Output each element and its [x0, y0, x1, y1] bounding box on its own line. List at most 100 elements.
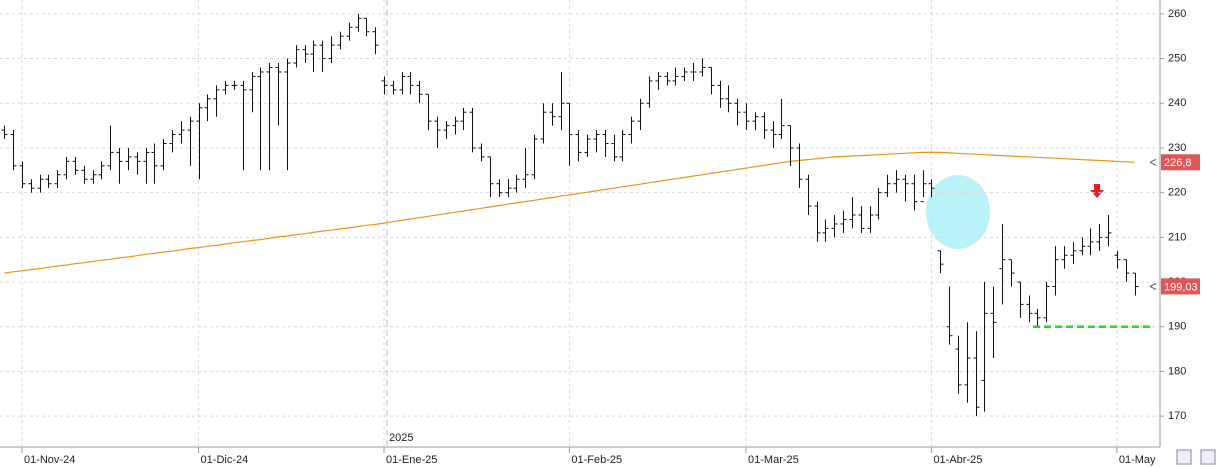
ohlc-bar	[1061, 246, 1068, 269]
ohlc-bar	[955, 335, 962, 394]
ohlc-bar	[540, 103, 547, 144]
ohlc-bar	[399, 71, 406, 95]
ohlc-bar	[513, 174, 520, 193]
ohlc-bar	[681, 67, 688, 81]
ohlc-bar	[116, 147, 123, 184]
y-tick-label: 180	[1168, 365, 1186, 377]
ohlc-bar	[37, 174, 44, 193]
price-pointer	[1149, 158, 1157, 166]
x-tick-label: 01-May	[1119, 454, 1156, 466]
ohlc-bar	[655, 71, 662, 90]
ohlc-bar	[107, 125, 114, 171]
ohlc-bar	[796, 143, 803, 189]
ohlc-bar	[761, 112, 768, 140]
ohlc-bar	[822, 219, 829, 242]
ohlc-bar	[19, 161, 26, 189]
ohlc-bar	[266, 63, 273, 171]
x-tick-label: 01-Mar-25	[748, 454, 799, 466]
ohlc-bar	[125, 147, 132, 171]
ohlc-bar	[390, 80, 397, 95]
x-tick-label: 01-Feb-25	[571, 454, 622, 466]
price-label-box	[1161, 278, 1200, 295]
ohlc-bar	[487, 156, 494, 198]
ohlc-bar	[867, 206, 874, 233]
y-tick-label: 250	[1168, 52, 1186, 64]
ohlc-bar	[849, 197, 856, 229]
ohlc-bar	[1132, 272, 1139, 296]
ohlc-bar	[434, 116, 441, 148]
ohlc-bar	[363, 17, 370, 37]
ohlc-bar	[143, 147, 150, 184]
ohlc-bar	[637, 98, 644, 131]
ohlc-bar	[858, 206, 865, 233]
ohlc-bar	[1052, 246, 1059, 296]
ohlc-bar	[840, 210, 847, 233]
ohlc-bar	[1096, 223, 1103, 251]
ohlc-bar	[672, 67, 679, 86]
price-pointer	[1149, 282, 1157, 290]
ohlc-bar	[1123, 259, 1130, 283]
ohlc-bar	[478, 143, 485, 162]
x-tick-label: 01-Dic-24	[201, 454, 249, 466]
ohlc-bar	[619, 130, 626, 162]
ohlc-bar	[275, 63, 282, 126]
y-tick-label: 230	[1168, 142, 1186, 154]
ohlc-bar	[63, 156, 70, 180]
y-tick-label: 210	[1168, 231, 1186, 243]
ohlc-bar	[522, 147, 529, 189]
ohlc-bar	[531, 134, 538, 180]
ohlc-bar	[381, 76, 388, 95]
ohlc-bar	[28, 179, 35, 193]
ohlc-bar	[505, 179, 512, 198]
save-button[interactable]	[1200, 449, 1216, 465]
ohlc-bar	[973, 331, 980, 417]
ohlc-bar	[302, 45, 309, 64]
ohlc-bar	[416, 80, 423, 104]
ohlc-bar	[257, 67, 264, 171]
ohlc-bar	[425, 93, 432, 131]
ohlc-bar	[452, 116, 459, 135]
ohlc-bar	[407, 71, 414, 95]
zoom-button[interactable]	[1176, 449, 1192, 465]
year-label: 2025	[389, 432, 413, 444]
ohlc-bar	[920, 170, 927, 203]
ohlc-bar	[1, 125, 8, 140]
ohlc-bar	[778, 98, 785, 140]
y-tick-label: 220	[1168, 187, 1186, 199]
ohlc-bar	[284, 58, 291, 171]
ohlc-bar	[90, 170, 97, 184]
ohlc-bar	[1026, 295, 1033, 323]
ohlc-bar	[187, 116, 194, 166]
ohlc-bar	[628, 116, 635, 144]
ohlc-bar	[72, 156, 79, 175]
ohlc-bar	[1114, 250, 1121, 269]
ohlc-bar	[964, 322, 971, 403]
ohlc-bar	[884, 174, 891, 198]
ohlc-bar	[602, 130, 609, 157]
x-tick-label: 01-Abr-25	[933, 454, 982, 466]
ohlc-bar	[240, 80, 247, 171]
ohlc-bar	[178, 121, 185, 144]
ohlc-bar	[928, 179, 935, 198]
ohlc-bar	[717, 80, 724, 108]
moving-average	[4, 151, 1135, 274]
price-label-box	[1161, 154, 1200, 171]
ohlc-bar	[734, 98, 741, 126]
ohlc-bar	[814, 201, 821, 242]
ohlc-bar	[699, 58, 706, 77]
ohlc-bar	[770, 121, 777, 148]
ohlc-bar	[831, 215, 838, 238]
ohlc-bar	[372, 27, 379, 55]
ohlc-bar	[946, 286, 953, 345]
ohlc-bar	[337, 31, 344, 50]
ohlc-bar	[169, 130, 176, 153]
ohlc-bar	[151, 143, 158, 184]
ohlc-bar	[319, 40, 326, 72]
ohlc-bar	[81, 165, 88, 184]
y-tick-label: 240	[1168, 97, 1186, 109]
ohlc-bar	[664, 71, 671, 86]
ohlc-bar	[584, 134, 591, 157]
ohlc-bar	[196, 103, 203, 180]
